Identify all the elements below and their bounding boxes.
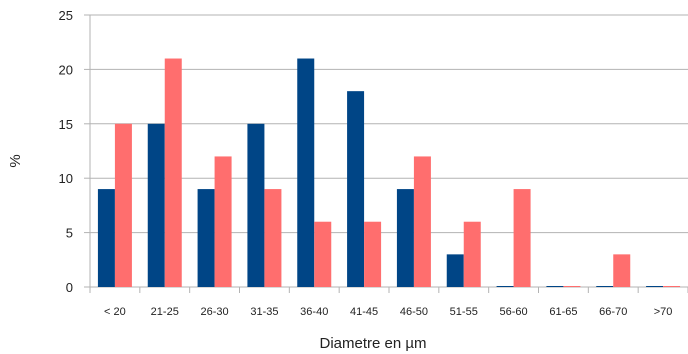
x-tick-label: 31-35 [250,306,278,318]
y-tick-label: 20 [59,62,73,77]
x-tick-label: >70 [654,306,673,318]
x-tick-label: 21-25 [151,306,179,318]
bar-series-2 [463,221,481,287]
bar-series-2 [214,156,232,287]
bar-series-2 [663,286,681,287]
x-tick-label: 26-30 [201,306,229,318]
bar-series-1 [147,123,165,287]
x-tick-label: 41-45 [350,306,378,318]
x-axis-title: Diametre en µm [319,335,426,352]
bar-series-1 [97,189,115,287]
x-tick-label: 61-65 [549,306,577,318]
bar-series-1 [396,189,414,287]
bar-series-1 [197,189,215,287]
bar-series-1 [446,254,464,287]
bar-series-1 [496,286,514,287]
bar-layer [97,58,681,287]
bar-series-1 [297,58,315,287]
x-tick-label: < 20 [104,306,126,318]
bar-series-1 [546,286,564,287]
x-tick-label: 46-50 [400,306,428,318]
x-tick-label: 56-60 [500,306,528,318]
bar-series-2 [413,156,431,287]
bar-series-1 [646,286,664,287]
axis-layer [84,14,688,293]
y-tick-label: 15 [59,117,73,132]
y-axis-title: % [7,154,24,167]
x-tick-label: 36-40 [300,306,328,318]
bar-series-2 [164,58,182,287]
x-tick-label: 66-70 [599,306,627,318]
bar-series-2 [613,254,631,287]
bar-series-1 [596,286,614,287]
y-tick-label: 25 [59,8,73,23]
bar-series-2 [364,221,382,287]
bar-series-2 [513,189,531,287]
bar-series-2 [264,189,282,287]
y-tick-label: 10 [59,171,73,186]
bar-series-1 [247,123,265,287]
x-tick-label: 51-55 [450,306,478,318]
bar-series-2 [114,123,132,287]
bar-series-1 [347,91,365,287]
bar-series-2 [563,286,581,287]
bar-series-2 [314,221,332,287]
y-tick-label: 5 [66,226,73,241]
y-tick-label: 0 [66,280,73,295]
label-layer: 0 5 10 15 20 25 < 20 21-25 26-30 31-35 36-40 41-45 4… [59,8,673,318]
